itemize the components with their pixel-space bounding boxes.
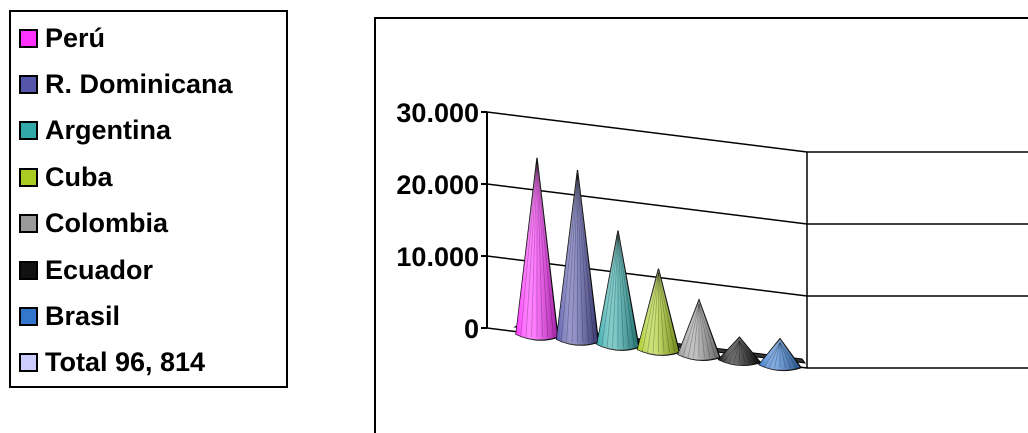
legend-item-r-dominicana: R. Dominicana (19, 64, 233, 104)
legend-label: Perú (45, 22, 106, 53)
legend-swatch (19, 214, 38, 234)
legend-label: Brasil (45, 300, 121, 331)
legend-item-total-96-814: Total 96, 814 (19, 343, 205, 383)
legend-label: Cuba (45, 161, 113, 192)
legend-swatch (19, 167, 38, 187)
legend-item-brasil: Brasil (19, 296, 120, 336)
y-tick-label: 30.000 (396, 98, 479, 128)
legend-item-argentina: Argentina (19, 111, 171, 151)
chart-frame-edge (374, 17, 1028, 433)
chart-marks (515, 157, 802, 372)
cone-colombia (677, 298, 721, 361)
legend-swatch (19, 121, 38, 141)
cone-peru (515, 157, 559, 341)
y-tick-label: 20.000 (396, 170, 479, 200)
legend-label: Total 96, 814 (45, 347, 206, 378)
cone-cuba (636, 268, 681, 356)
legend-item-ecuador: Ecuador (19, 250, 153, 290)
y-tick-label: 10.000 (396, 242, 479, 272)
legend-swatch (19, 306, 38, 326)
cone-brasil (758, 337, 802, 372)
gridline (486, 111, 808, 153)
legend-label: R. Dominicana (45, 68, 233, 99)
plot-frame (374, 17, 1028, 433)
y-axis-ticks: 0 10.000 20.000 30.000 (396, 98, 487, 344)
legend-swatch (19, 353, 38, 373)
legend-label: Colombia (45, 208, 169, 239)
chart-legend: Perú R. Dominicana Argentina Cuba Colombia Ec… (9, 10, 288, 388)
cone-r-dominicana (555, 170, 600, 346)
legend-label: Ecuador (45, 254, 154, 285)
legend-item-cuba: Cuba (19, 157, 113, 197)
legend-swatch (19, 74, 38, 94)
legend-swatch (19, 28, 38, 48)
legend-item-colombia: Colombia (19, 204, 168, 244)
y-tick-label: 0 (464, 314, 479, 344)
legend-swatch (19, 260, 38, 280)
legend-label: Argentina (45, 115, 172, 146)
cone-argentina (596, 230, 640, 351)
legend-item-peru: Perú (19, 18, 105, 58)
